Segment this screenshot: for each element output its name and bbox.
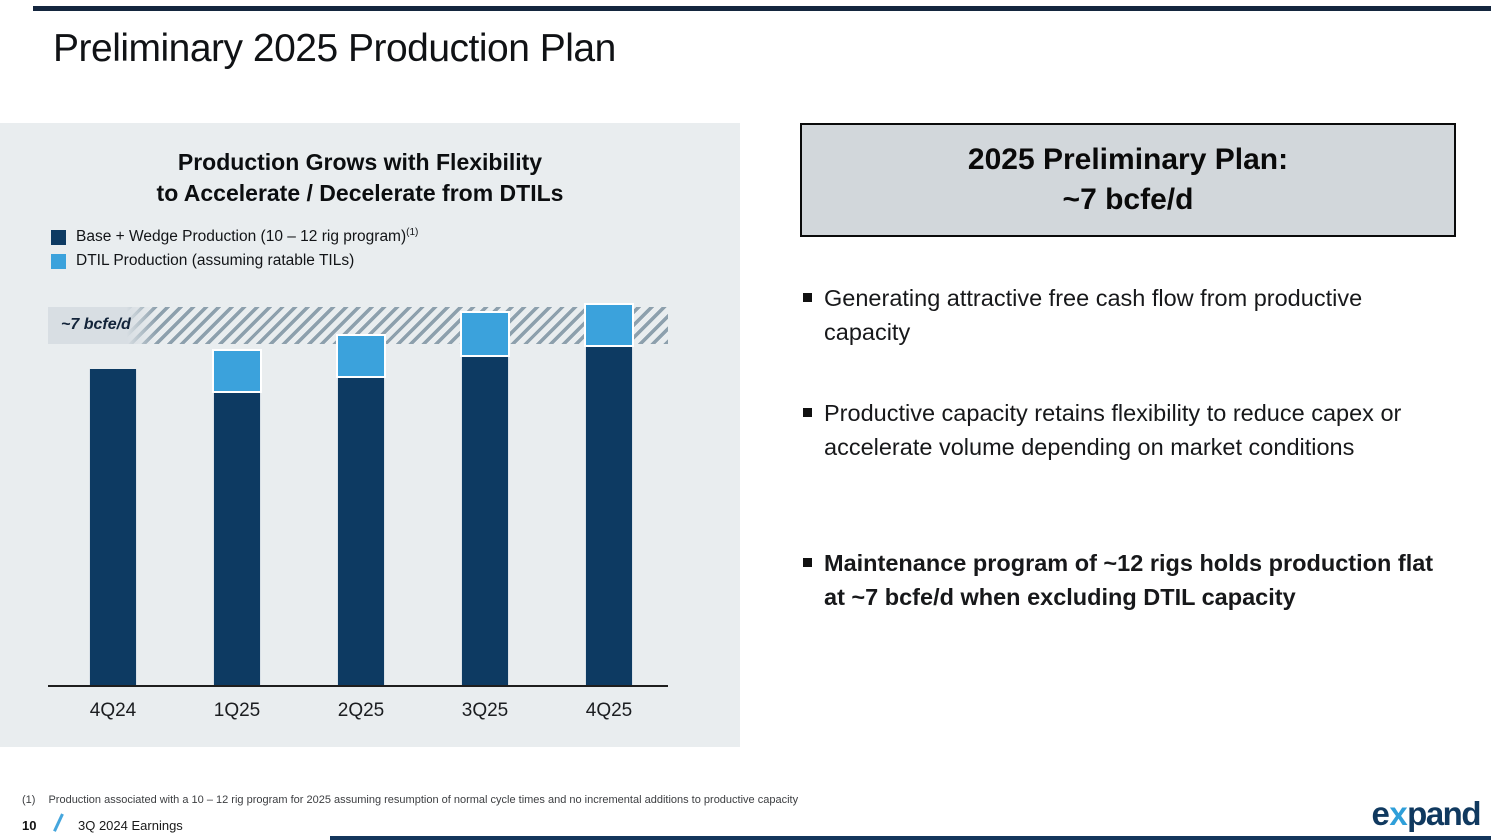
bullet-item: Generating attractive free cash flow fro… xyxy=(803,281,1451,349)
footnote: (1) Production associated with a 10 – 12 … xyxy=(22,794,798,806)
chart-title: Production Grows with Flexibility to Acc… xyxy=(0,147,720,209)
bar-dtil-2Q25 xyxy=(336,333,386,378)
footnote-ref: (1) xyxy=(406,227,419,239)
bar-dtil-4Q25 xyxy=(584,302,634,348)
footnote-marker: (1) xyxy=(22,794,36,806)
bar-base-1Q25 xyxy=(213,392,261,686)
bar-dtil-3Q25 xyxy=(460,310,510,358)
bar-base-4Q24 xyxy=(89,369,137,686)
bullet-item: Productive capacity retains flexibility … xyxy=(803,396,1451,464)
plan-box-line2: ~7 bcfe/d xyxy=(1062,183,1194,216)
plan-callout-box: 2025 Preliminary Plan: ~7 bcfe/d xyxy=(800,123,1456,237)
footnote-text: Production associated with a 10 – 12 rig… xyxy=(48,794,799,806)
plan-box-line1: 2025 Preliminary Plan: xyxy=(967,143,1289,176)
expand-energy-logo: expand xyxy=(1371,795,1481,832)
legend-swatch-navy xyxy=(51,229,66,245)
chart-title-line2: to Accelerate / Decelerate from DTILs xyxy=(156,180,564,206)
x-axis-label-2Q25: 2Q25 xyxy=(337,700,385,721)
x-axis-label-4Q24: 4Q24 xyxy=(89,700,137,721)
footer-slash-divider xyxy=(53,813,64,832)
legend-item-dtil: DTIL Production (assuming ratable TILs) xyxy=(51,252,418,269)
bar-base-3Q25 xyxy=(461,356,509,686)
top-accent-rule xyxy=(33,6,1491,11)
bullet-item: Maintenance program of ~12 rigs holds pr… xyxy=(803,546,1451,614)
legend-item-base: Base + Wedge Production (10 – 12 rig pro… xyxy=(51,227,419,246)
bar-dtil-1Q25 xyxy=(212,349,262,394)
x-axis-label-1Q25: 1Q25 xyxy=(213,700,261,721)
legend-label: Base + Wedge Production (10 – 12 rig pro… xyxy=(76,227,419,246)
slide-title: Preliminary 2025 Production Plan xyxy=(53,27,616,70)
chart-title-line1: Production Grows with Flexibility xyxy=(177,149,543,175)
bullet-text: Productive capacity retains flexibility … xyxy=(824,400,1402,460)
target-band-label: ~7 bcfe/d xyxy=(48,307,157,344)
legend-label: DTIL Production (assuming ratable TILs) xyxy=(76,252,355,269)
bullet-text: Generating attractive free cash flow fro… xyxy=(824,285,1363,345)
page-number: 10 xyxy=(22,818,37,833)
bullet-square-icon xyxy=(803,408,812,417)
x-axis-label-3Q25: 3Q25 xyxy=(461,700,509,721)
bottom-accent-rule xyxy=(330,836,1491,840)
bar-base-4Q25 xyxy=(585,346,633,686)
x-axis-label-4Q25: 4Q25 xyxy=(585,700,633,721)
chart-panel: Production Grows with Flexibility to Acc… xyxy=(0,123,740,747)
x-axis-line xyxy=(48,685,668,687)
bar-base-2Q25 xyxy=(337,377,385,686)
logo-x-glyph: x xyxy=(1389,795,1407,832)
legend-swatch-lightblue xyxy=(51,253,66,269)
bullet-square-icon xyxy=(803,558,812,567)
footer-label: 3Q 2024 Earnings xyxy=(78,818,183,833)
chart-legend: Base + Wedge Production (10 – 12 rig pro… xyxy=(51,227,419,277)
bullet-square-icon xyxy=(803,293,812,302)
stacked-bar-chart: ~7 bcfe/d 4Q24 1Q25 2Q25 3Q25 4Q25 xyxy=(0,123,740,747)
bullet-text: Maintenance program of ~12 rigs holds pr… xyxy=(824,550,1434,610)
